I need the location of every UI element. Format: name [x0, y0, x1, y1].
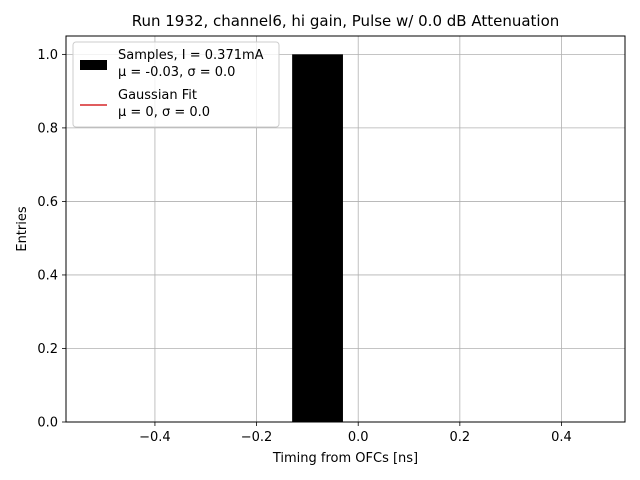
bars-layer	[292, 54, 343, 422]
legend-fit-label: Gaussian Fit	[118, 88, 197, 103]
legend-samples-patch	[80, 60, 107, 70]
y-tick-label: 0.0	[37, 416, 58, 431]
x-tick-label: 0.0	[348, 430, 369, 445]
x-tick-label: 0.4	[551, 430, 572, 445]
y-tick-label: 0.4	[37, 268, 58, 283]
legend: Samples, I = 0.371mA μ = -0.03, σ = 0.0 …	[72, 41, 280, 128]
x-tick-label: 0.2	[449, 430, 470, 445]
axes-frame	[65, 35, 626, 423]
ticks-layer: −0.4 −0.2 0.0 0.2 0.4 0.0 0.2 0.4 0.6 0.8 1.0	[37, 48, 572, 445]
legend-samples-stats: μ = -0.03, σ = 0.0	[118, 65, 235, 80]
y-tick-label: 0.6	[37, 195, 58, 210]
x-axis-label: Timing from OFCs [ns]	[272, 451, 418, 466]
y-tick-label: 0.2	[37, 342, 58, 357]
legend-fit-stats: μ = 0, σ = 0.0	[118, 105, 210, 120]
x-tick-label: −0.2	[241, 430, 273, 445]
legend-box	[72, 41, 280, 128]
histogram-bar	[292, 54, 343, 422]
y-axis-label: Entries	[15, 206, 30, 252]
y-tick-label: 0.8	[37, 121, 58, 136]
legend-samples-label: Samples, I = 0.371mA	[118, 48, 264, 63]
chart-title: Run 1932, channel6, hi gain, Pulse w/ 0.…	[132, 12, 560, 30]
y-tick-label: 1.0	[37, 48, 58, 63]
x-tick-label: −0.4	[139, 430, 171, 445]
